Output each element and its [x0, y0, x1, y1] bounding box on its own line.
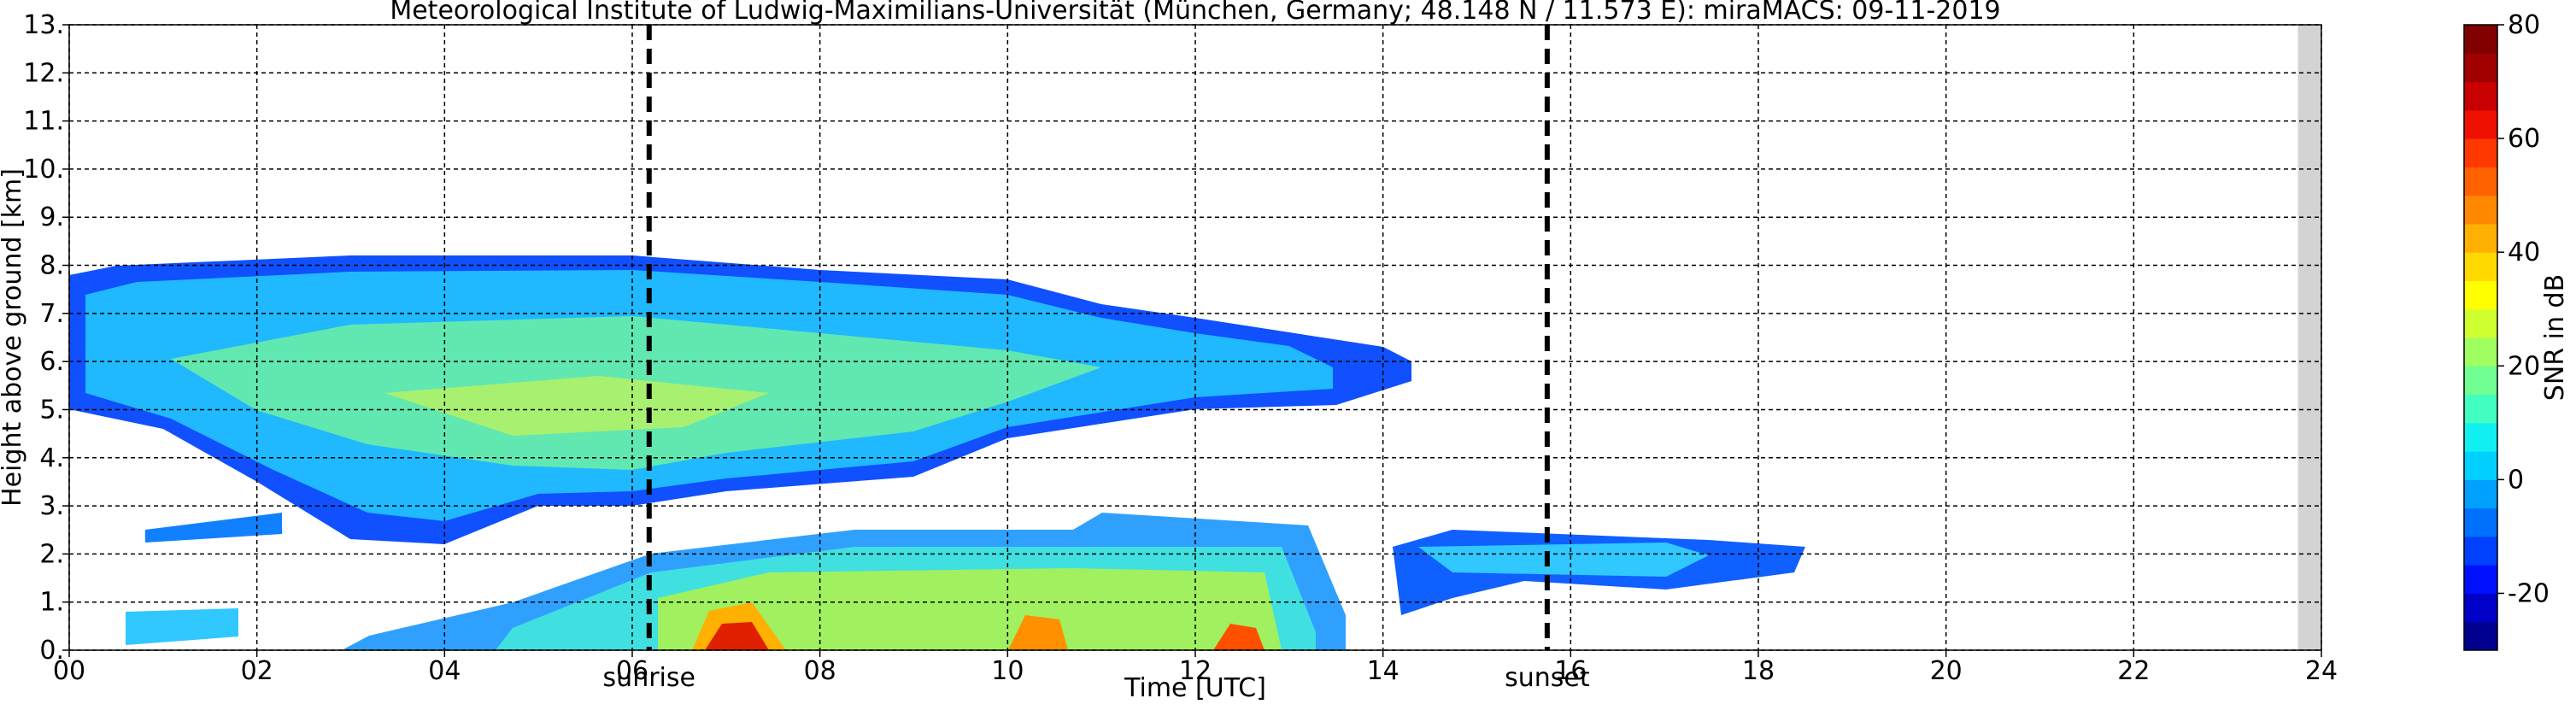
y-tick-label: 4. — [39, 443, 64, 473]
y-tick-label: 10. — [23, 155, 64, 185]
colorbar-segment — [2464, 252, 2497, 281]
x-axis-label: Time [UTC] — [1124, 673, 1266, 703]
colorbar-segment — [2464, 507, 2497, 537]
x-tick-label: 06 — [616, 656, 648, 686]
colorbar-segment — [2464, 422, 2497, 452]
colorbar-segment — [2464, 394, 2497, 424]
colorbar-segment — [2464, 366, 2497, 396]
x-tick-label: 16 — [1554, 656, 1587, 686]
y-tick-label: 12. — [23, 58, 64, 88]
colorbar-segment — [2464, 451, 2497, 480]
x-tick-label: 22 — [2117, 656, 2150, 686]
colorbar-segment — [2464, 138, 2497, 167]
colorbar-segment — [2464, 81, 2497, 111]
y-tick-label: 2. — [39, 539, 64, 569]
y-tick-label: 1. — [39, 588, 64, 618]
cloud-echo — [384, 376, 769, 436]
colorbar-segment — [2464, 109, 2497, 139]
colorbar-segment — [2464, 593, 2497, 623]
y-tick-label: 13. — [23, 10, 64, 40]
colorbar-segment — [2464, 25, 2497, 54]
chart-title: Meteorological Institute of Ludwig-Maxim… — [390, 0, 2000, 26]
colorbar-segment — [2464, 337, 2497, 367]
y-tick-label: 6. — [39, 347, 64, 377]
y-tick-label: 11. — [23, 107, 64, 137]
colorbar-segment — [2464, 223, 2497, 253]
x-tick-label: 04 — [428, 656, 461, 686]
x-tick-label: 00 — [53, 656, 85, 686]
axes: 00 02 04 06 08 10 12 14 16 18 20 22 24 0. 1. 2. 3. 4. 5. 6.… — [23, 10, 2550, 693]
y-tick-label: 0. — [39, 636, 64, 666]
x-tick-label: 12 — [1179, 656, 1212, 686]
cloud-echo — [658, 568, 1282, 650]
colorbar-tick-label: 80 — [2508, 10, 2540, 40]
x-tick-label: 14 — [1367, 656, 1399, 686]
colorbar-frame — [2463, 24, 2498, 651]
colorbar-segment — [2464, 53, 2497, 83]
colorbar-segment — [2464, 536, 2497, 566]
cloud-echo — [1418, 543, 1709, 577]
annotation-label: sunrise — [603, 663, 695, 693]
annotation-label: sunset — [1505, 663, 1590, 693]
colorbar-segment — [2464, 167, 2497, 197]
colorbar-tick-label: 40 — [2508, 238, 2540, 267]
cloud-echo — [145, 513, 282, 543]
cloud-echo — [1213, 624, 1265, 650]
radar-echo — [69, 255, 1805, 650]
colorbar-label: SNR in dB — [2540, 274, 2570, 401]
y-tick-label: 5. — [39, 395, 64, 425]
x-tick-label: 08 — [804, 656, 836, 686]
colorbar-tick-label: 60 — [2508, 124, 2540, 154]
x-tick-label: 24 — [2305, 656, 2338, 686]
x-tick-label: 18 — [1742, 656, 1775, 686]
colorbar-segment — [2464, 308, 2497, 338]
colorbar-segment — [2464, 479, 2497, 509]
colorbar-segment — [2464, 195, 2497, 225]
cloud-echo — [705, 622, 769, 650]
colorbar-tick-label: -20 — [2508, 578, 2550, 608]
colorbar-segment — [2464, 280, 2497, 310]
y-tick-label: 9. — [39, 202, 64, 232]
colorbar-tick-label: 20 — [2508, 351, 2540, 381]
plot-frame — [68, 24, 2322, 651]
colorbar-segment — [2464, 565, 2497, 594]
y-tick-label: 3. — [39, 491, 64, 521]
colorbar-tick-label: 0 — [2508, 465, 2524, 495]
x-tick-label: 02 — [241, 656, 273, 686]
missing-data — [2297, 25, 2321, 650]
x-tick-label: 20 — [1930, 656, 1963, 686]
colorbar-segment — [2464, 621, 2497, 651]
cloud-echo — [1008, 615, 1068, 650]
y-tick-label: 7. — [39, 299, 64, 329]
y-tick-label: 8. — [39, 251, 64, 281]
x-tick-label: 10 — [991, 656, 1024, 686]
y-axis-label: Height above ground [km] — [0, 168, 27, 507]
cloud-echo — [126, 608, 238, 645]
